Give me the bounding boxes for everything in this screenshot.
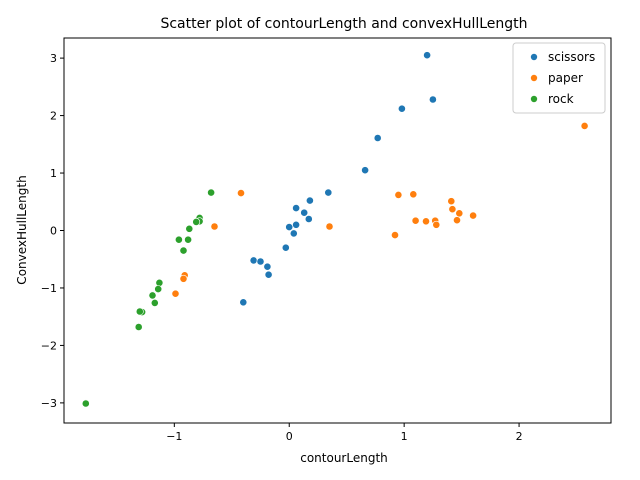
y-axis-ticks: −3 −2 −1 0 1 2 3 xyxy=(41,52,64,410)
legend-marker-scissors xyxy=(530,53,538,61)
point-scissors-15 xyxy=(256,257,265,266)
point-rock-6 xyxy=(184,235,192,244)
point-paper-13 xyxy=(325,222,334,231)
point-paper-4 xyxy=(447,197,456,206)
point-scissors-5 xyxy=(324,188,333,197)
point-paper-3 xyxy=(237,189,245,197)
legend-label-paper: paper xyxy=(548,71,583,85)
point-paper-1 xyxy=(394,190,403,199)
x-tick-label-2: 1 xyxy=(401,430,408,443)
y-tick-label-5: 2 xyxy=(50,110,57,123)
point-rock-3 xyxy=(192,217,201,226)
point-scissors-9 xyxy=(304,215,313,223)
point-rock-10 xyxy=(148,291,157,300)
point-paper-12 xyxy=(432,220,441,229)
x-tick-label-0: −1 xyxy=(166,430,182,443)
point-scissors-11 xyxy=(285,223,294,231)
point-scissors-8 xyxy=(300,208,309,217)
point-paper-11 xyxy=(453,216,461,225)
point-rock-14 xyxy=(134,323,143,331)
data-points xyxy=(81,51,589,408)
point-scissors-18 xyxy=(239,298,248,307)
point-rock-9 xyxy=(154,285,163,293)
legend-marker-rock xyxy=(530,95,538,103)
point-paper-0 xyxy=(580,122,589,130)
point-paper-18 xyxy=(171,289,180,298)
point-rock-0 xyxy=(207,188,215,197)
point-scissors-10 xyxy=(292,220,300,229)
point-scissors-7 xyxy=(292,204,300,212)
point-rock-11 xyxy=(150,298,159,307)
legend-marker-paper xyxy=(530,74,538,82)
point-scissors-3 xyxy=(373,134,382,142)
legend-label-rock: rock xyxy=(548,92,574,106)
y-tick-label-0: −3 xyxy=(41,397,57,410)
point-paper-14 xyxy=(210,222,219,231)
chart-title: Scatter plot of contourLength and convex… xyxy=(160,16,527,32)
point-rock-13 xyxy=(135,307,144,316)
point-paper-9 xyxy=(422,217,430,226)
y-tick-label-4: 1 xyxy=(50,167,57,180)
point-paper-7 xyxy=(469,211,477,220)
y-tick-label-1: −2 xyxy=(41,339,57,352)
point-paper-17 xyxy=(179,274,188,283)
legend-box xyxy=(512,42,606,114)
x-tick-label-1: 0 xyxy=(286,430,293,443)
point-rock-5 xyxy=(174,235,183,244)
point-paper-2 xyxy=(409,190,418,199)
point-rock-4 xyxy=(185,224,194,233)
x-axis-label: contourLength xyxy=(300,451,388,465)
point-scissors-4 xyxy=(361,166,369,175)
point-paper-15 xyxy=(391,231,399,239)
point-rock-8 xyxy=(155,278,164,287)
point-scissors-1 xyxy=(428,95,437,104)
point-rock-7 xyxy=(179,246,188,255)
point-scissors-6 xyxy=(305,196,314,205)
y-tick-label-3: 0 xyxy=(50,225,57,238)
point-scissors-14 xyxy=(249,256,258,265)
point-scissors-12 xyxy=(289,229,298,238)
point-paper-8 xyxy=(411,216,420,225)
point-scissors-13 xyxy=(281,243,290,252)
point-paper-6 xyxy=(455,209,464,218)
legend-label-scissors: scissors xyxy=(548,50,595,64)
y-tick-label-6: 3 xyxy=(50,52,57,65)
legend: scissors paper rock xyxy=(512,42,606,114)
point-scissors-2 xyxy=(397,104,406,113)
y-axis-label: ConvexHullLength xyxy=(15,175,29,284)
point-scissors-17 xyxy=(264,270,273,279)
point-scissors-16 xyxy=(263,262,272,271)
x-axis-ticks: −1 0 1 2 xyxy=(166,423,523,443)
point-rock-15 xyxy=(81,399,90,408)
y-tick-label-2: −1 xyxy=(41,282,57,295)
point-scissors-0 xyxy=(423,51,431,60)
x-tick-label-3: 2 xyxy=(516,430,523,443)
point-paper-5 xyxy=(448,205,457,214)
